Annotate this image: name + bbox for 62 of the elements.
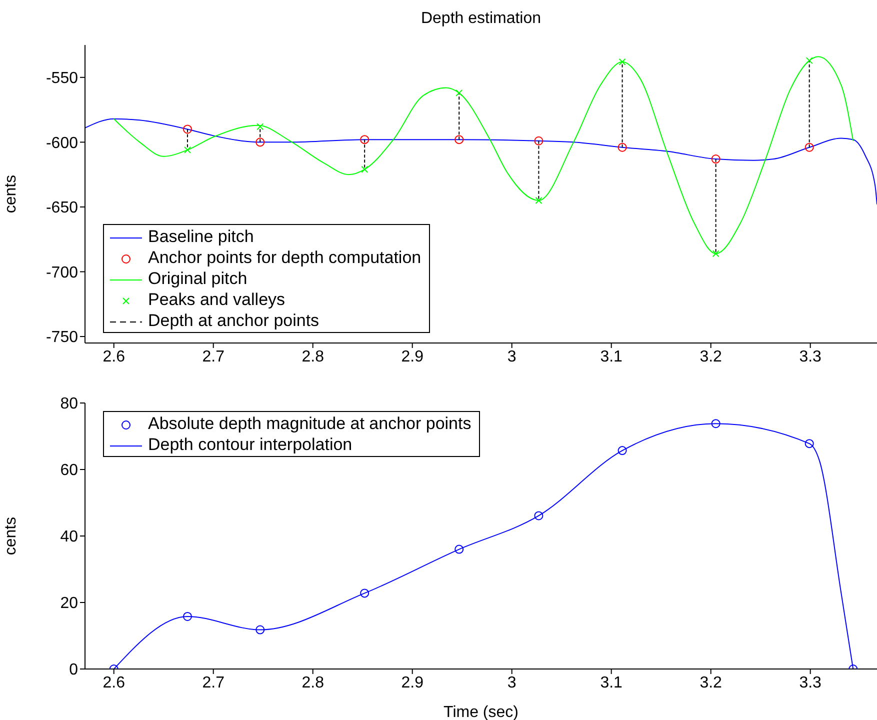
y-tick-label: -600	[46, 134, 78, 152]
x-tick-label: 3.1	[600, 348, 623, 366]
x-tick-label: 3	[507, 348, 516, 366]
point	[711, 154, 720, 164]
y-tick-label: 20	[60, 595, 78, 612]
x-tick-label: 3.2	[700, 674, 722, 692]
x-tick-label: 3.2	[700, 348, 722, 366]
point	[456, 89, 463, 96]
legend-label: Anchor points for depth computation	[148, 248, 422, 267]
y-tick-label: -700	[46, 264, 78, 282]
point	[361, 166, 368, 173]
y-axis-title: cents	[2, 174, 20, 214]
point	[806, 57, 813, 64]
point	[256, 138, 265, 147]
point	[454, 544, 464, 554]
x-tick-label: 2.6	[102, 348, 126, 366]
y-tick-label: -550	[46, 70, 78, 88]
point	[712, 250, 720, 258]
point	[535, 196, 542, 204]
point	[360, 588, 370, 598]
legend-label: Peaks and valleys	[148, 290, 286, 309]
point	[804, 439, 814, 448]
point	[804, 142, 814, 152]
point	[711, 419, 720, 428]
legend-label: Depth contour interpolation	[148, 435, 352, 454]
legend-label: Absolute depth magnitude at anchor points	[148, 414, 472, 433]
point	[534, 136, 544, 146]
point	[256, 123, 264, 130]
y-axis-title: cents	[2, 516, 20, 556]
x-axis-title: Time (sec)	[444, 704, 518, 720]
x-tick-label: 2.9	[401, 674, 424, 692]
legend-label: Original pitch	[148, 269, 248, 288]
x-tick-label: 3	[507, 674, 516, 692]
point	[182, 612, 192, 621]
x-tick-label: 2.8	[302, 674, 324, 692]
point	[618, 142, 627, 152]
point	[360, 135, 370, 144]
x-tick-label: 3.3	[799, 348, 822, 366]
point	[256, 625, 265, 634]
y-tick-label: 40	[60, 528, 78, 546]
x-tick-label: 2.8	[302, 348, 324, 366]
x-tick-label: 2.7	[202, 674, 225, 692]
point	[618, 58, 626, 66]
point	[454, 135, 464, 144]
legend-label: Baseline pitch	[148, 227, 254, 246]
x-tick-label: 2.6	[102, 674, 126, 692]
point	[618, 446, 627, 456]
point	[534, 511, 544, 520]
line-series	[85, 118, 877, 205]
x-tick-label: 2.7	[202, 348, 225, 366]
x-tick-label: 3.1	[600, 674, 623, 692]
y-tick-label: 80	[60, 396, 78, 413]
y-tick-label: -750	[46, 329, 78, 346]
y-tick-label: 60	[60, 462, 78, 480]
point	[184, 146, 191, 154]
point	[182, 124, 192, 134]
chart-title: Depth estimation	[420, 10, 542, 28]
y-tick-label: 0	[69, 662, 78, 679]
legend-label: Depth at anchor points	[148, 311, 320, 330]
y-tick-label: -650	[46, 200, 78, 217]
x-tick-label: 3.3	[799, 674, 822, 692]
x-tick-label: 2.9	[401, 348, 424, 366]
